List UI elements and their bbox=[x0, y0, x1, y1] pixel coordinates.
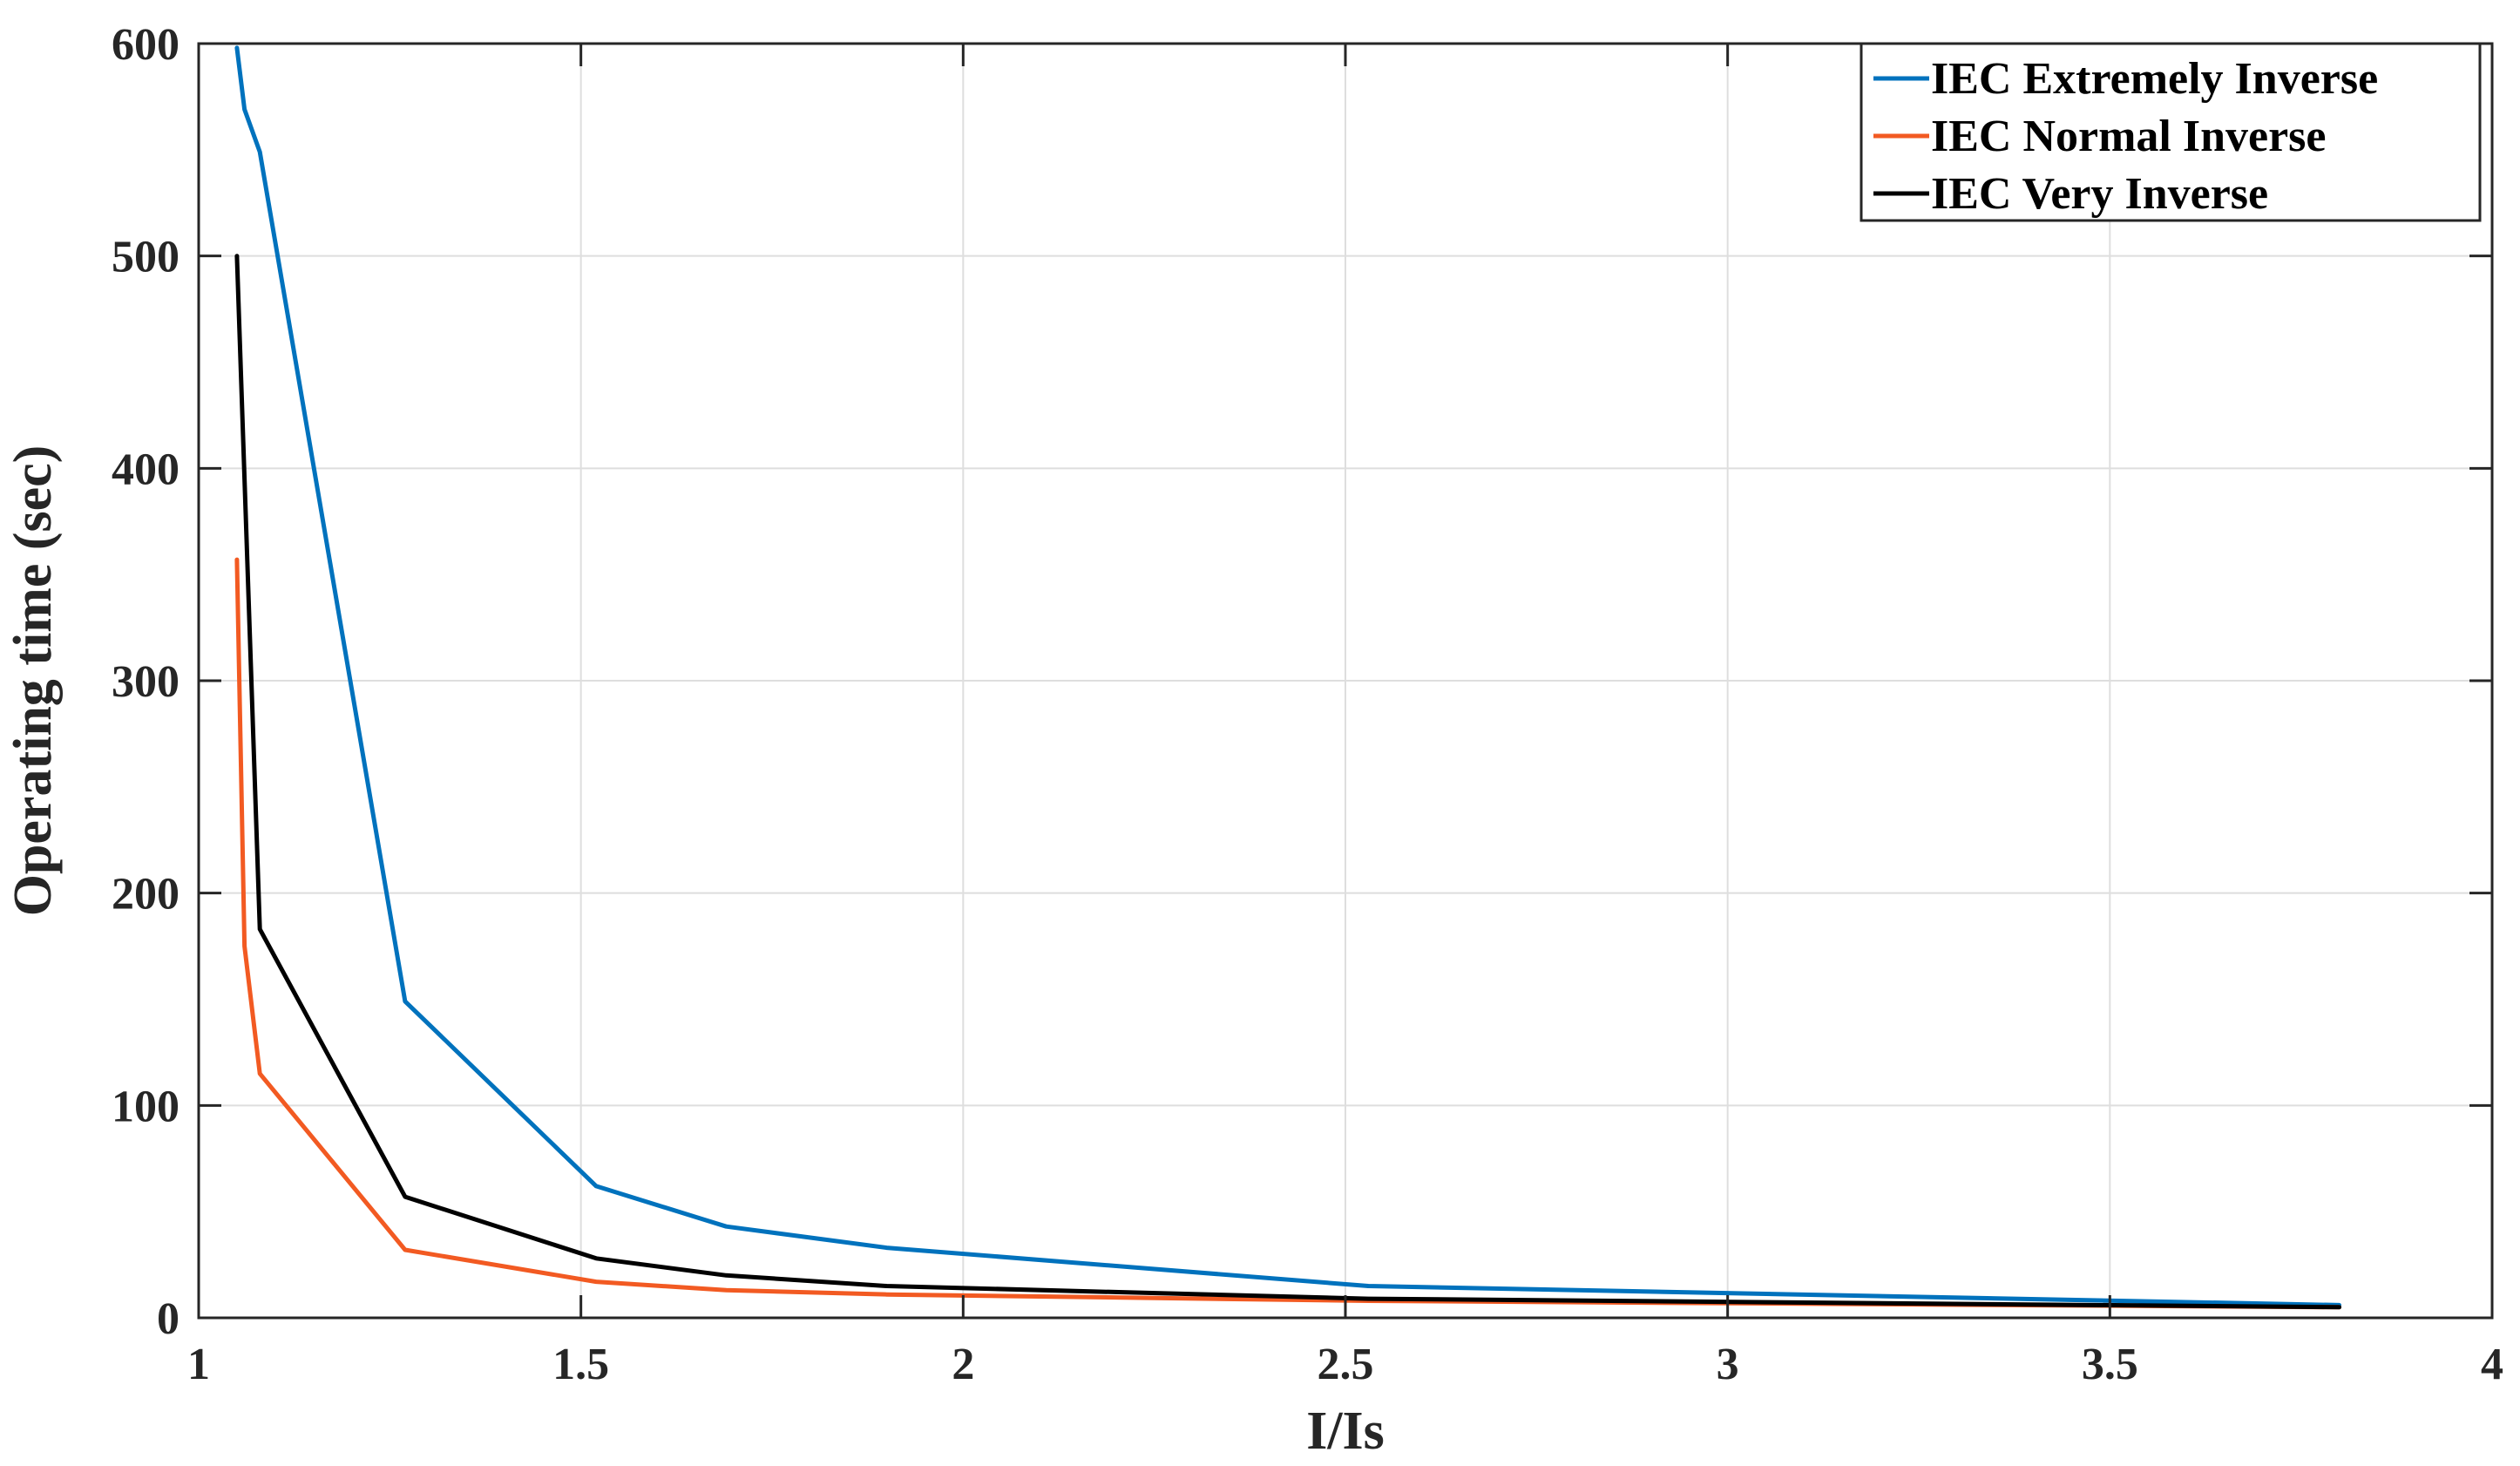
x-tick-label: 1.5 bbox=[552, 1340, 609, 1389]
y-tick-label: 400 bbox=[112, 445, 180, 494]
axis-ticks: 1 1.5 2 2.5 3 3.5 4 0 100 200 300 400 500 600 bbox=[112, 20, 2503, 1389]
x-tick-label: 3.5 bbox=[2082, 1340, 2138, 1389]
y-axis-label: Operating time (sec) bbox=[3, 445, 63, 917]
y-tick-label: 300 bbox=[112, 657, 180, 707]
legend-entry-label: IEC Extremely Inverse bbox=[1931, 54, 2378, 104]
series-lines bbox=[234, 45, 2341, 1310]
x-axis-label: I/Is bbox=[1306, 1402, 1385, 1461]
series-line-2 bbox=[234, 557, 2341, 1310]
legend-box bbox=[1860, 42, 2482, 222]
y-tick-label: 500 bbox=[112, 233, 180, 282]
series-line-1 bbox=[234, 45, 2341, 1307]
x-tick-label: 1 bbox=[187, 1340, 210, 1389]
x-tick-label: 2 bbox=[952, 1340, 974, 1389]
y-tick-label: 200 bbox=[112, 870, 180, 920]
legend-entry-label: IEC Normal Inverse bbox=[1931, 112, 2327, 161]
y-tick-label: 0 bbox=[157, 1294, 180, 1344]
legend: IEC Extremely Inverse IEC Normal Inverse I… bbox=[1860, 42, 2482, 222]
x-tick-label: 4 bbox=[2481, 1340, 2503, 1389]
x-tick-label: 3 bbox=[1717, 1340, 1739, 1389]
legend-entry-label: IEC Very Inverse bbox=[1931, 169, 2268, 219]
series-line-3 bbox=[234, 254, 2341, 1310]
y-tick-label: 600 bbox=[112, 20, 180, 70]
y-tick-label: 100 bbox=[112, 1082, 180, 1131]
x-tick-label: 2.5 bbox=[1318, 1340, 1374, 1389]
